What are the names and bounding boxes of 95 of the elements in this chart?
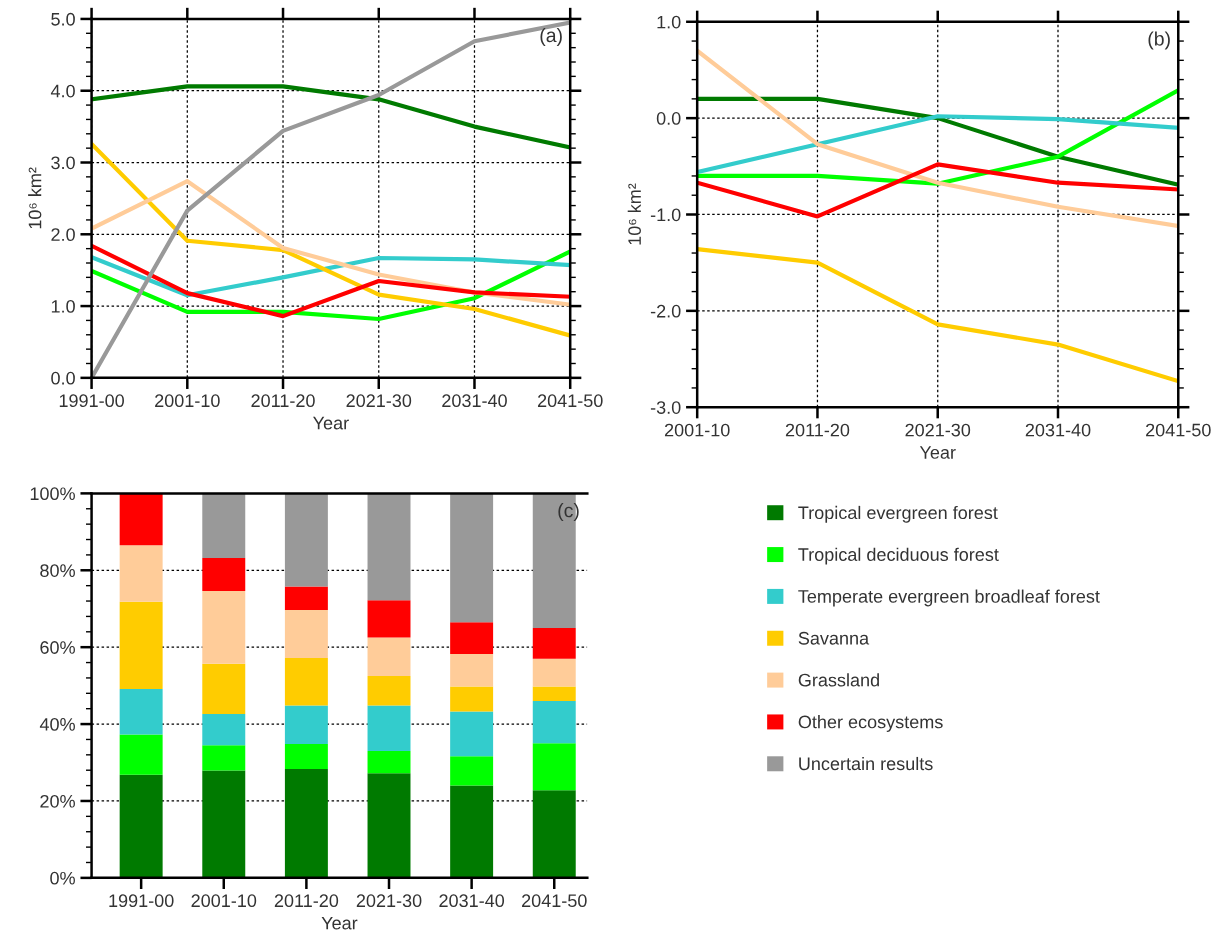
y-tick-label: 1.0 <box>657 15 681 29</box>
bar <box>367 705 411 751</box>
bar <box>367 676 411 706</box>
x-tick-label: 2031-40 <box>1025 423 1091 437</box>
y-tick-label: 2.0 <box>51 228 75 242</box>
bar <box>367 750 411 774</box>
y-tick-label: 5.0 <box>51 12 75 26</box>
y-tick-label: 80% <box>40 564 75 577</box>
x-tick-label: 2001-10 <box>664 423 730 437</box>
y-tick-label: 1.0 <box>51 300 75 313</box>
bar <box>367 773 411 878</box>
line-series <box>697 162 1179 219</box>
x-tick-label: 2001-10 <box>155 394 220 408</box>
bar <box>284 769 328 878</box>
x-tick-label: 2021-30 <box>905 423 971 437</box>
y-tick-label: 0% <box>50 871 75 885</box>
x-tick-label: 2001-10 <box>191 894 257 908</box>
annotation: (a) <box>540 27 562 47</box>
bar <box>450 654 494 687</box>
x-tick-label: 2021-30 <box>356 894 422 908</box>
x-tick-label: 1991-00 <box>59 394 124 408</box>
y-tick-label: 0.0 <box>656 112 681 125</box>
bar <box>532 701 576 744</box>
y-tick-label: 20% <box>40 794 75 808</box>
legend-label: Other ecosystems <box>798 715 943 732</box>
bar <box>202 591 246 664</box>
bar <box>119 689 163 735</box>
bar <box>532 658 576 687</box>
bar <box>202 770 246 878</box>
x-tick-label: 2011-20 <box>274 894 339 908</box>
bar <box>367 637 411 677</box>
legend-label: Grassland <box>798 673 879 687</box>
bar <box>202 745 246 771</box>
bar <box>450 493 494 623</box>
bar <box>532 790 576 878</box>
y-tick-label: 100% <box>30 487 75 501</box>
y-tick-label: 60% <box>40 641 75 654</box>
legend-label: Temperate evergreen broadleaf forest <box>798 589 1100 607</box>
line-series <box>91 141 571 338</box>
x-tick-label: 2021-30 <box>346 394 412 408</box>
x-axis-title: Year <box>313 416 349 430</box>
bar <box>119 734 163 775</box>
bar <box>119 545 163 602</box>
line-series <box>697 114 1179 175</box>
bar <box>532 627 576 659</box>
line-series <box>697 48 1179 229</box>
y-tick-label: 4.0 <box>50 84 75 98</box>
y-tick-label: 0.0 <box>51 371 75 385</box>
y-tick-label: -1.0 <box>650 208 681 222</box>
bar <box>450 711 494 757</box>
bar <box>532 686 576 702</box>
bar <box>202 663 246 715</box>
legend-label: Tropical deciduous forest <box>798 547 999 565</box>
line-series <box>697 247 1179 384</box>
x-tick-label: 2031-40 <box>442 394 507 408</box>
bar <box>450 785 494 878</box>
x-tick-label: 1991-00 <box>109 894 174 908</box>
x-tick-label: 2041-50 <box>537 394 603 408</box>
bar <box>367 493 411 601</box>
y-tick-label: 40% <box>39 718 75 731</box>
line-series <box>91 84 571 150</box>
x-axis-title: Year <box>919 446 956 459</box>
bar <box>119 601 163 690</box>
x-axis-title: Year <box>321 916 358 930</box>
annotation: (b) <box>1148 31 1170 50</box>
bar <box>367 600 411 638</box>
legend-label: Uncertain results <box>799 756 933 771</box>
y-tick-label: -2.0 <box>650 304 681 318</box>
bar <box>284 586 328 610</box>
legend-label: Tropical evergreen forest <box>798 505 998 523</box>
y-axis-title: 10⁶ km² <box>627 183 641 245</box>
bar <box>284 744 328 770</box>
y-axis-title: 10⁶ km² <box>28 167 42 229</box>
bar <box>450 622 494 655</box>
bar <box>284 705 328 745</box>
bar <box>284 609 328 658</box>
bar <box>532 743 576 791</box>
bar <box>450 686 494 712</box>
x-tick-label: 2041-50 <box>522 894 587 908</box>
x-tick-label: 2011-20 <box>785 423 850 437</box>
bar <box>450 756 494 786</box>
bar <box>119 774 163 878</box>
y-tick-label: -3.0 <box>650 401 681 414</box>
bar <box>202 493 246 558</box>
bar <box>119 493 163 546</box>
bar <box>202 714 246 746</box>
line-series <box>91 255 571 298</box>
bar <box>202 557 246 592</box>
y-tick-label: 3.0 <box>51 156 75 170</box>
x-tick-label: 2041-50 <box>1146 423 1211 437</box>
x-tick-label: 2011-20 <box>251 394 315 408</box>
bar <box>284 493 328 587</box>
legend-label: Savanna <box>798 631 870 645</box>
bar <box>284 657 328 706</box>
x-tick-label: 2031-40 <box>439 894 505 908</box>
